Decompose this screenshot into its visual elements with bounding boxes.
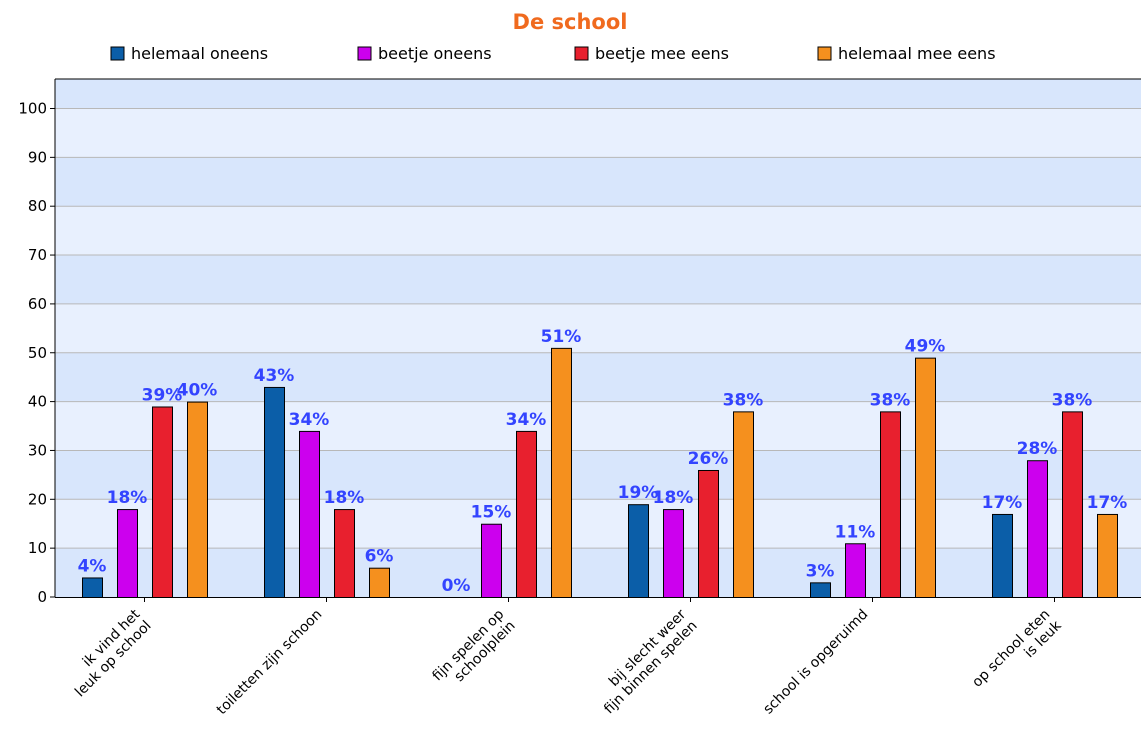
bar: [481, 523, 502, 598]
value-labels: 4%18%39%40%43%34%18%6%0%15%34%51%19%18%2…: [78, 327, 1128, 596]
legend-swatch: [357, 46, 372, 61]
x-tick-label-line: school is opgeruimd: [760, 607, 871, 718]
value-label: 17%: [982, 493, 1023, 513]
value-label: 11%: [835, 522, 876, 542]
value-label: 38%: [723, 390, 764, 410]
value-label: 18%: [653, 488, 694, 508]
y-tick-label: 20: [28, 490, 47, 508]
y-tick-label: 60: [28, 295, 47, 313]
plot-band: [55, 303, 1141, 353]
x-tick-label: toiletten zijn schoon: [214, 607, 326, 719]
bar: [152, 406, 173, 598]
legend-label: helemaal oneens: [131, 44, 268, 63]
x-tick-label: school is opgeruimd: [760, 607, 871, 718]
value-label: 18%: [107, 488, 148, 508]
bar: [663, 509, 684, 599]
value-label: 38%: [1052, 390, 1093, 410]
bar: [1097, 513, 1118, 599]
bar: [516, 430, 537, 598]
x-tick-label: bij slecht weerfijn binnen spelen: [590, 606, 701, 717]
value-label: 4%: [78, 556, 107, 576]
bar: [845, 543, 866, 599]
plot-band: [55, 352, 1141, 402]
bar: [334, 509, 355, 599]
bar: [810, 582, 831, 598]
plot-band: [55, 450, 1141, 500]
plot-band: [55, 157, 1141, 207]
bar: [915, 357, 936, 599]
legend-label: helemaal mee eens: [838, 44, 996, 63]
bar: [187, 401, 208, 598]
value-label: 0%: [442, 576, 471, 596]
bars: [82, 347, 1118, 599]
gridlines: [55, 108, 1141, 549]
value-label: 43%: [254, 366, 295, 386]
plot-band: [55, 206, 1141, 256]
value-label: 28%: [1017, 439, 1058, 459]
y-tick-label: 10: [28, 539, 47, 557]
value-label: 17%: [1087, 493, 1128, 513]
bar: [264, 386, 285, 598]
value-label: 51%: [541, 327, 582, 347]
value-label: 40%: [177, 381, 218, 401]
value-label: 15%: [471, 503, 512, 523]
value-label: 18%: [324, 488, 365, 508]
plot-background: [55, 79, 1141, 597]
bar: [82, 577, 103, 599]
plot-band: [55, 255, 1141, 304]
x-tick-label-line: toiletten zijn schoon: [214, 607, 326, 719]
bar: [551, 347, 572, 598]
x-tick-label: op school etenis leuk: [969, 606, 1065, 702]
y-tick-label: 30: [28, 441, 47, 459]
legend-swatch: [817, 46, 832, 61]
legend-label: beetje mee eens: [595, 44, 729, 63]
y-tick-label: 90: [28, 148, 47, 166]
bar: [880, 411, 901, 598]
value-label: 39%: [142, 385, 183, 405]
legend-swatch: [110, 46, 125, 61]
bar: [117, 509, 138, 599]
y-tick-label: 50: [28, 344, 47, 362]
chart-title: De school: [513, 10, 628, 34]
y-tick-label: 100: [18, 100, 47, 118]
value-label: 34%: [289, 410, 330, 430]
y-tick-label: 0: [37, 588, 47, 606]
value-label: 34%: [506, 410, 547, 430]
value-label: 49%: [905, 337, 946, 357]
legend-label: beetje oneens: [378, 44, 492, 63]
value-label: 3%: [806, 561, 835, 581]
value-label: 19%: [618, 483, 659, 503]
value-label: 6%: [365, 547, 394, 567]
plot-band: [55, 548, 1141, 597]
bar: [369, 567, 390, 599]
value-label: 38%: [870, 390, 911, 410]
bar: [1062, 411, 1083, 598]
bar: [733, 411, 754, 598]
plot-band: [55, 499, 1141, 549]
y-tick-label: 70: [28, 246, 47, 264]
x-tick-label: fijn spelen opschoolplein: [429, 606, 518, 695]
y-tick-label: 40: [28, 393, 47, 411]
legend: helemaal oneens beetje oneens beetje mee e…: [110, 44, 996, 63]
bar: [1027, 460, 1048, 598]
plot-band: [55, 108, 1141, 158]
bar: [992, 513, 1013, 599]
x-axis: ik vind hetleuk op school toiletten zijn …: [55, 597, 1141, 718]
legend-swatch: [574, 46, 589, 61]
value-label: 26%: [688, 449, 729, 469]
plot-band: [55, 401, 1141, 451]
x-tick-label: ik vind hetleuk op school: [61, 606, 155, 700]
y-axis: 0 10 20 30 40 50 60 70 80 90 100: [18, 78, 1141, 606]
y-tick-label: 80: [28, 197, 47, 215]
bar: [628, 504, 649, 598]
bar: [299, 430, 320, 598]
plot-band: [55, 79, 1141, 109]
bar: [698, 469, 719, 598]
